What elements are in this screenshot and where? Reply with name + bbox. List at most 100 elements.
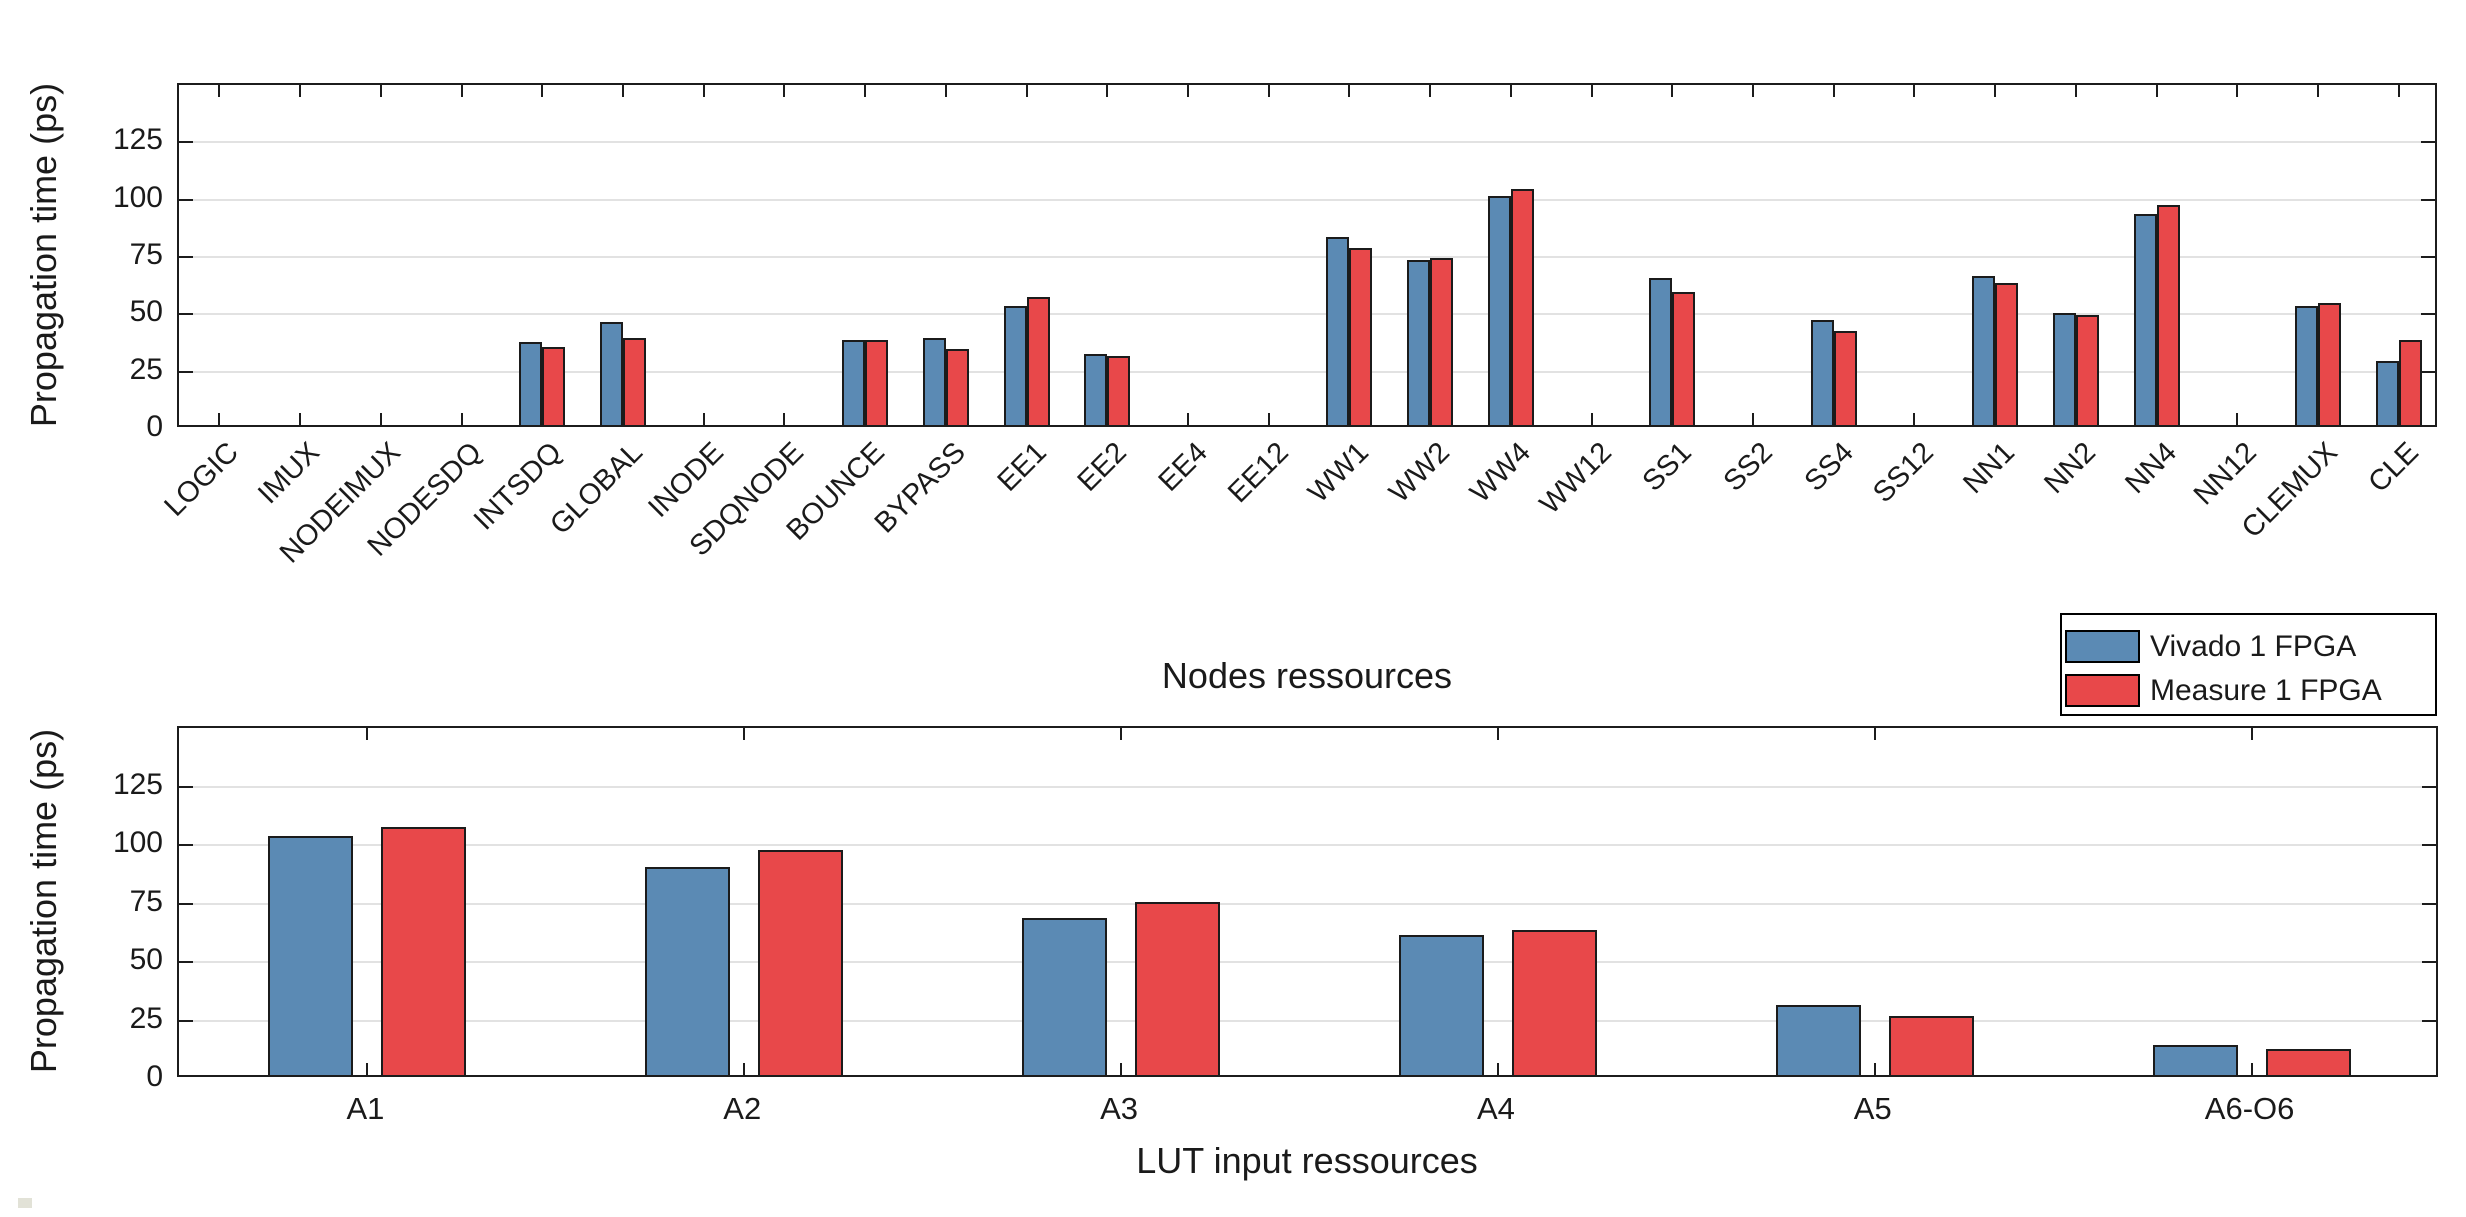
x-axis-tick xyxy=(1106,85,1109,97)
x-tick-label: SS4 xyxy=(1798,436,1860,498)
bar-measure-WW2 xyxy=(1430,258,1454,425)
bar-measure-A6-O6 xyxy=(2265,1049,2351,1075)
x-axis-tick xyxy=(2236,85,2239,97)
x-axis-tick xyxy=(379,413,382,425)
x-axis-tick xyxy=(783,85,786,97)
y-axis-tick xyxy=(2422,785,2436,788)
bar-measure-NN2 xyxy=(2075,315,2099,425)
y-axis-tick xyxy=(179,198,193,201)
x-axis-tick xyxy=(218,413,221,425)
x-tick-label: SDQNODE xyxy=(683,436,811,563)
bar-measure-A2 xyxy=(758,850,844,1075)
x-axis-tick xyxy=(1832,85,1835,97)
x-axis-tick xyxy=(702,413,705,425)
x-axis-tick xyxy=(2155,85,2158,97)
x-axis-tick xyxy=(621,85,624,97)
bar-vivado-A6-O6 xyxy=(2152,1045,2238,1075)
x-axis-tick xyxy=(944,85,947,97)
x-tick-label: NODEIMUX xyxy=(273,436,407,570)
x-tick-label: BYPASS xyxy=(868,436,972,540)
bar-vivado-NN4 xyxy=(2133,214,2157,425)
x-tick-label: SS2 xyxy=(1717,436,1779,498)
bar-vivado-WW1 xyxy=(1326,237,1350,425)
gridline xyxy=(179,785,2436,788)
x-axis-tick xyxy=(2250,1063,2253,1075)
gridline xyxy=(179,313,2435,316)
bar-vivado-NN2 xyxy=(2052,313,2076,425)
gridline xyxy=(179,902,2436,905)
x-tick-label: WW12 xyxy=(1533,436,1618,521)
bar-measure-BYPASS xyxy=(945,349,969,425)
y-axis-tick xyxy=(179,1019,193,1022)
x-axis-tick xyxy=(1025,413,1028,425)
x-axis-tick xyxy=(460,85,463,97)
y-axis-label-nodes: Propagation time (ps) xyxy=(23,82,64,428)
screen-artifact xyxy=(18,1198,32,1208)
x-tick-label: NODESDQ xyxy=(361,436,488,563)
gridline xyxy=(179,256,2435,258)
bar-measure-CLE xyxy=(2398,340,2422,425)
x-axis-tick xyxy=(1832,413,1835,425)
x-tick-label: NN12 xyxy=(2188,436,2264,512)
x-axis-label-nodes: Nodes ressources xyxy=(1161,655,1453,696)
x-axis-tick xyxy=(783,413,786,425)
x-tick-label: SS1 xyxy=(1636,436,1699,498)
bar-measure-CLEMUX xyxy=(2317,303,2341,425)
y-tick-label: 100 xyxy=(112,180,163,214)
x-axis-label-lut: LUT input ressources xyxy=(1136,1140,1478,1181)
y-axis-tick xyxy=(179,256,193,258)
legend-label-measure: Measure 1 FPGA xyxy=(2150,673,2382,707)
x-axis-tick xyxy=(2316,85,2319,97)
y-axis-tick xyxy=(2422,961,2436,963)
x-axis-tick xyxy=(1429,85,1432,97)
x-axis-tick xyxy=(2250,728,2253,740)
x-axis-tick xyxy=(541,85,544,97)
x-axis-tick xyxy=(2316,413,2319,425)
x-axis-tick xyxy=(299,85,302,97)
x-axis-tick xyxy=(2236,413,2239,425)
x-axis-tick xyxy=(1671,413,1674,425)
bar-vivado-EE1 xyxy=(1003,306,1027,425)
y-axis-tick xyxy=(2422,902,2436,905)
x-axis-tick xyxy=(460,413,463,425)
x-axis-tick xyxy=(2397,85,2400,97)
x-axis-tick xyxy=(1348,85,1351,97)
legend-item-measure: Measure 1 FPGA xyxy=(2065,668,2435,712)
bar-measure-WW4 xyxy=(1510,189,1534,425)
x-axis-tick xyxy=(379,85,382,97)
gridline xyxy=(179,141,2435,144)
x-axis-tick xyxy=(1751,85,1754,97)
x-axis-tick xyxy=(621,413,624,425)
legend-swatch-vivado xyxy=(2065,629,2140,663)
x-axis-tick xyxy=(2397,413,2400,425)
x-tick-label: WW1 xyxy=(1302,436,1376,510)
x-axis-tick xyxy=(541,413,544,425)
bar-vivado-BYPASS xyxy=(922,338,946,425)
x-tick-label: GLOBAL xyxy=(544,436,649,541)
x-axis-tick xyxy=(1106,413,1109,425)
x-axis-tick xyxy=(1873,728,1876,740)
y-axis-tick xyxy=(179,961,193,963)
gridline xyxy=(179,370,2435,373)
x-axis-tick xyxy=(1913,85,1916,97)
x-axis-tick xyxy=(1429,413,1432,425)
x-tick-label: CLEMUX xyxy=(2235,436,2344,545)
x-tick-label: SS12 xyxy=(1867,436,1941,510)
bar-vivado-WW2 xyxy=(1407,260,1431,425)
x-axis-tick xyxy=(1267,413,1270,425)
bar-measure-A5 xyxy=(1888,1016,1974,1075)
x-axis-tick xyxy=(1267,85,1270,97)
x-tick-label: NN2 xyxy=(2038,436,2102,500)
bar-vivado-INTSDQ xyxy=(519,342,543,425)
y-tick-label: 25 xyxy=(129,352,163,386)
y-axis-tick xyxy=(2422,844,2436,846)
x-axis-tick xyxy=(1994,413,1997,425)
bar-vivado-A3 xyxy=(1022,918,1108,1075)
x-tick-label: A2 xyxy=(723,1091,762,1126)
bar-measure-BOUNCE xyxy=(865,340,889,425)
bar-measure-INTSDQ xyxy=(542,347,566,425)
x-tick-label: IMUX xyxy=(252,436,326,511)
bar-measure-GLOBAL xyxy=(622,338,646,425)
